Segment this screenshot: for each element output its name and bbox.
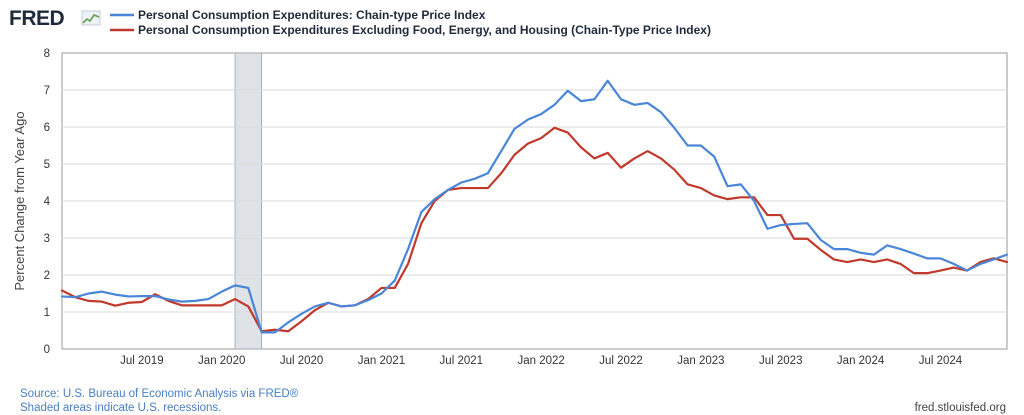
x-tick-label-10: Jul 2024: [919, 355, 963, 367]
x-tick-label-5: Jan 2022: [517, 355, 564, 367]
y-tick-label-3: 3: [44, 233, 50, 245]
y-axis-title: Percent Change from Year Ago: [12, 111, 27, 290]
legend-label-series-2: Personal Consumption Expenditures Exclud…: [138, 23, 711, 37]
y-tick-label-2: 2: [44, 270, 50, 282]
y-tick-label-0: 0: [44, 344, 50, 356]
x-tick-label-3: Jan 2021: [358, 355, 405, 367]
series-line-2: [60, 126, 1009, 333]
x-tick-label-6: Jul 2022: [599, 355, 642, 367]
fred-logo[interactable]: FRED: [9, 7, 101, 30]
x-tick-label-8: Jul 2023: [759, 355, 802, 367]
x-tick-label-0: Jul 2019: [120, 355, 163, 367]
legend-label-series-1: Personal Consumption Expenditures: Chain…: [138, 8, 486, 22]
x-tick-label-7: Jan 2023: [677, 355, 724, 367]
x-axis: Jul 2019 Jan 2020 Jul 2020 Jan 2021 Jul 2021…: [120, 355, 963, 367]
legend-item-series-1: Personal Consumption Expenditures: Chain…: [110, 8, 486, 22]
y-tick-label-6: 6: [44, 122, 50, 134]
site-url[interactable]: fred.stlouisfed.org: [915, 402, 1006, 414]
fred-logo-chart-icon: [81, 10, 101, 26]
y-tick-label-4: 4: [44, 196, 51, 208]
x-tick-label-9: Jan 2024: [837, 355, 885, 367]
series-lines: [60, 79, 1009, 334]
x-tick-label-1: Jan 2020: [198, 355, 245, 367]
y-tick-label-5: 5: [44, 159, 50, 171]
x-tick-label-2: Jul 2020: [280, 355, 323, 367]
y-tick-label-7: 7: [44, 85, 50, 97]
x-tick-label-4: Jul 2021: [440, 355, 483, 367]
gridlines: [62, 89, 1007, 313]
y-tick-label-1: 1: [44, 307, 50, 319]
series-line-1: [60, 79, 1009, 334]
fred-logo-text: FRED: [9, 7, 65, 30]
recession-note: Shaded areas indicate U.S. recessions.: [20, 402, 221, 414]
y-axis: 0 1 2 3 4 5 6 7 8: [44, 48, 51, 356]
source-note[interactable]: Source: U.S. Bureau of Economic Analysis…: [20, 388, 299, 400]
y-tick-label-8: 8: [44, 48, 50, 60]
legend-item-series-2: Personal Consumption Expenditures Exclud…: [110, 23, 711, 37]
legend: Personal Consumption Expenditures: Chain…: [110, 8, 711, 37]
